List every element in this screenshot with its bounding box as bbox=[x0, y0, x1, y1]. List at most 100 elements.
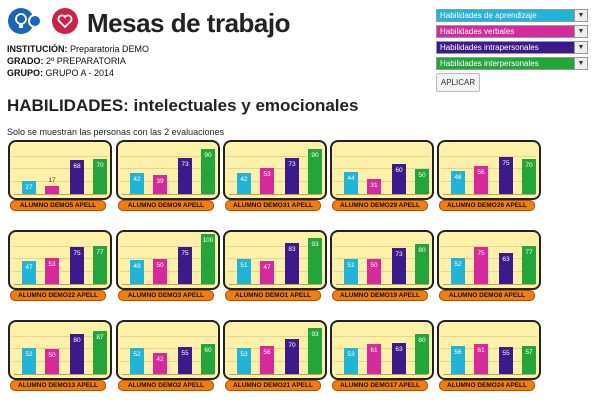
chart-gridline bbox=[120, 348, 216, 349]
apply-button[interactable]: APLICAR bbox=[436, 73, 480, 92]
chevron-down-icon[interactable]: ▼ bbox=[574, 42, 587, 53]
chevron-down-icon[interactable]: ▼ bbox=[574, 10, 587, 21]
chart-data-label: 80 bbox=[73, 337, 81, 344]
chart-gridline bbox=[441, 335, 537, 337]
student-chart-card[interactable]: 52 42 55 60 ALUMNO DEMO2 APELL bbox=[116, 320, 220, 400]
chart-bar: 52 bbox=[130, 348, 144, 374]
student-chart-card[interactable]: 53 61 63 80 ALUMNO DEMO17 APELL bbox=[330, 320, 434, 400]
chart-bar: 50 bbox=[367, 259, 381, 284]
chart-data-label: 77 bbox=[96, 248, 104, 256]
chart-data-label: 73 bbox=[395, 250, 403, 258]
chart-bar: 93 bbox=[308, 237, 322, 284]
select-aprendizaje[interactable]: Habilidades de aprendizaje ▼ bbox=[436, 9, 588, 22]
chart-gridline bbox=[120, 155, 216, 157]
chart-data-label: 50 bbox=[48, 352, 56, 359]
student-chart-card[interactable]: 44 31 60 50 ALUMNO DEMO29 APELL bbox=[330, 140, 434, 220]
chevron-down-icon[interactable]: ▼ bbox=[574, 58, 587, 69]
chart-data-label: 50 bbox=[370, 262, 378, 269]
student-chart-card[interactable]: 51 50 73 80 ALUMNO DEMO19 APELL bbox=[330, 230, 434, 310]
chart-baseline bbox=[336, 194, 428, 195]
select-interpersonales-value: Habilidades interpersonales bbox=[440, 59, 539, 68]
chart-gridline bbox=[120, 360, 216, 362]
chart-gridline bbox=[12, 168, 108, 169]
chart-frame: 51 50 73 80 bbox=[330, 230, 434, 290]
chart-bar: 87 bbox=[93, 330, 107, 374]
chart-bar: 63 bbox=[392, 342, 406, 374]
chart-bar: 68 bbox=[70, 160, 84, 194]
student-chart-card[interactable]: 56 61 55 57 ALUMNO DEMO24 APELL bbox=[437, 320, 541, 400]
student-chart-card[interactable]: 52 50 80 87 ALUMNO DEMO13 APELL bbox=[8, 320, 112, 400]
chart-bar: 52 bbox=[451, 258, 465, 284]
chart-frame: 46 56 75 70 bbox=[437, 140, 541, 200]
student-chart-card[interactable]: 51 47 83 93 ALUMNO DEMO1 APELL bbox=[223, 230, 327, 310]
chart-gridline bbox=[441, 270, 537, 272]
chart-bar: 75 bbox=[70, 246, 84, 284]
chart-bar: 51 bbox=[344, 258, 358, 284]
select-verbales[interactable]: Habilidades verbales ▼ bbox=[436, 25, 588, 38]
chart-bar: 90 bbox=[201, 149, 215, 194]
chart-frame: 44 31 60 50 bbox=[330, 140, 434, 200]
chart-frame: 51 47 83 93 bbox=[223, 230, 327, 290]
student-chart-card[interactable]: 47 53 75 77 ALUMNO DEMO22 APELL bbox=[8, 230, 112, 310]
chart-baseline bbox=[122, 194, 214, 195]
chart-bar: 75 bbox=[474, 246, 488, 284]
student-chart-card[interactable]: 27 17 68 70 ALUMNO DEMO5 APELL bbox=[8, 140, 112, 220]
chart-bar: 47 bbox=[22, 260, 36, 284]
student-name-tag: ALUMNO DEMO21 APELL bbox=[225, 380, 321, 391]
chart-data-label: 52 bbox=[133, 351, 141, 358]
chevron-down-icon[interactable]: ▼ bbox=[574, 26, 587, 37]
chart-bar: 75 bbox=[499, 156, 513, 194]
chart-baseline bbox=[14, 284, 106, 285]
institucion-row: INSTITUCIÓN: Preparatoria DEMO bbox=[7, 44, 149, 54]
student-name-tag: ALUMNO DEMO17 APELL bbox=[332, 380, 428, 391]
chart-data-label: 77 bbox=[525, 248, 533, 256]
chart-bar: 80 bbox=[415, 334, 429, 374]
chart-data-label: 61 bbox=[477, 346, 485, 354]
chart-data-label: 73 bbox=[288, 160, 296, 168]
chart-frame: 42 39 73 90 bbox=[116, 140, 220, 200]
chart-frame: 27 17 68 70 bbox=[8, 140, 112, 200]
chart-gridline bbox=[120, 168, 216, 169]
chart-data-label: 17 bbox=[48, 176, 56, 184]
chart-gridline bbox=[227, 360, 323, 362]
chart-gridline bbox=[227, 168, 323, 169]
student-chart-card[interactable]: 49 50 75 100 ALUMNO DEMO3 APELL bbox=[116, 230, 220, 310]
chart-data-label: 56 bbox=[477, 169, 485, 176]
chart-frame: 47 53 75 77 bbox=[8, 230, 112, 290]
student-chart-card[interactable]: 42 53 73 90 ALUMNO DEMO31 APELL bbox=[223, 140, 327, 220]
grado-label: GRADO: bbox=[7, 56, 44, 66]
chart-bar: 53 bbox=[344, 347, 358, 374]
chart-baseline bbox=[14, 194, 106, 195]
chart-data-label: 70 bbox=[525, 162, 533, 169]
chart-gridline bbox=[12, 270, 108, 272]
chart-data-label: 53 bbox=[240, 350, 248, 358]
chart-data-label: 55 bbox=[181, 349, 189, 357]
student-chart-card[interactable]: 52 75 63 77 ALUMNO DEMO8 APELL bbox=[437, 230, 541, 310]
select-intrapersonales[interactable]: Habilidades intrapersonales ▼ bbox=[436, 41, 588, 54]
chart-data-label: 75 bbox=[502, 159, 510, 167]
student-name-tag: ALUMNO DEMO29 APELL bbox=[332, 200, 428, 211]
section-note: Solo se muestran las personas con las 2 … bbox=[7, 127, 225, 137]
student-name-tag: ALUMNO DEMO26 APELL bbox=[439, 200, 535, 211]
chart-data-label: 53 bbox=[263, 170, 271, 178]
select-verbales-value: Habilidades verbales bbox=[440, 27, 515, 36]
chart-bar: 70 bbox=[93, 159, 107, 194]
chart-bar: 63 bbox=[499, 252, 513, 284]
chart-bar: 70 bbox=[522, 159, 536, 194]
chart-gridline bbox=[441, 258, 537, 259]
chart-gridline bbox=[227, 348, 323, 349]
chart-data-label: 80 bbox=[418, 247, 426, 254]
chart-data-label: 90 bbox=[311, 152, 319, 159]
link-icon bbox=[28, 14, 42, 28]
heart-icon bbox=[52, 8, 78, 34]
select-interpersonales[interactable]: Habilidades interpersonales ▼ bbox=[436, 57, 588, 70]
grupo-label: GRUPO: bbox=[7, 68, 43, 78]
chart-frame: 52 75 63 77 bbox=[437, 230, 541, 290]
grado-value: 2º PREPARATORIA bbox=[46, 56, 126, 66]
student-chart-card[interactable]: 53 56 70 93 ALUMNO DEMO21 APELL bbox=[223, 320, 327, 400]
chart-bar: 56 bbox=[474, 166, 488, 194]
chart-baseline bbox=[336, 374, 428, 375]
institucion-value: Preparatoria DEMO bbox=[70, 44, 150, 54]
student-chart-card[interactable]: 42 39 73 90 ALUMNO DEMO9 APELL bbox=[116, 140, 220, 220]
student-chart-card[interactable]: 46 56 75 70 ALUMNO DEMO26 APELL bbox=[437, 140, 541, 220]
